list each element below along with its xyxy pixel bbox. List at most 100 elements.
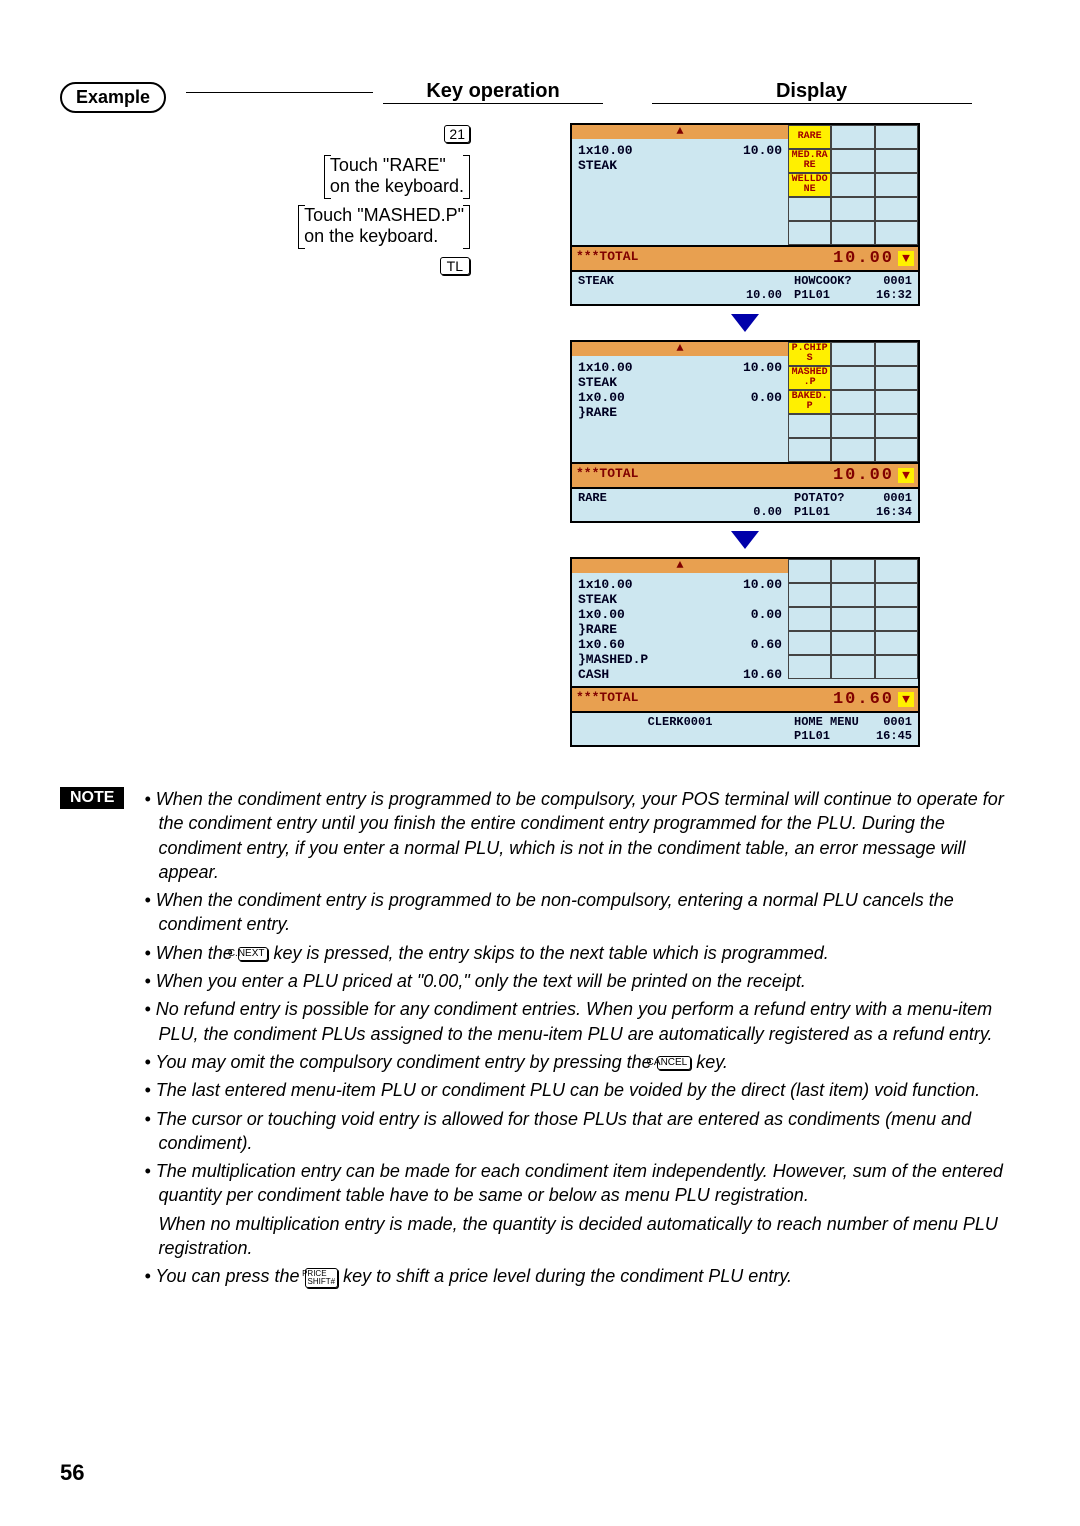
receipt-line: 1x10.0010.00 — [578, 577, 782, 592]
keyop-bracket-2: Touch "MASHED.P" on the keyboard. — [298, 205, 470, 247]
heading-keyop: Key operation — [383, 80, 603, 104]
receipt-line: STEAK — [578, 375, 782, 390]
keyop-l4: on the keyboard. — [304, 226, 438, 246]
pos-button[interactable]: MED.RARE — [788, 149, 831, 173]
pos-button[interactable] — [788, 438, 831, 462]
pos-button[interactable] — [831, 197, 874, 221]
pos-button[interactable] — [788, 583, 831, 607]
pos-button[interactable] — [788, 655, 831, 679]
pos-button[interactable] — [875, 390, 918, 414]
total-row: ***TOTAL10.00▼ — [572, 245, 918, 270]
note-8: • The cursor or touching void entry is a… — [144, 1107, 1020, 1156]
pos-button[interactable] — [831, 149, 874, 173]
note-badge: NOTE — [60, 787, 124, 809]
receipt-line: STEAK — [578, 158, 782, 173]
pos-button[interactable] — [831, 221, 874, 245]
note-2: • When the condiment entry is programmed… — [144, 888, 1020, 937]
keyop-bracket-1: Touch "RARE" on the keyboard. — [324, 155, 470, 197]
pos-button[interactable] — [831, 583, 874, 607]
pos-button[interactable] — [875, 197, 918, 221]
pos-button[interactable] — [875, 173, 918, 197]
key-price-shift: PRICESHIFT# — [305, 1268, 339, 1288]
keyop-column: 21 Touch "RARE" on the keyboard. Touch "… — [190, 123, 470, 747]
pos-button[interactable] — [831, 559, 874, 583]
pos-button[interactable] — [875, 631, 918, 655]
scroll-down-icon: ▼ — [898, 251, 914, 266]
pos-button[interactable] — [788, 221, 831, 245]
pos-button[interactable] — [831, 655, 874, 679]
receipt-line: }MASHED.P — [578, 652, 782, 667]
pos-button[interactable] — [788, 631, 831, 655]
pos-button[interactable] — [875, 221, 918, 245]
note-9: • The multiplication entry can be made f… — [144, 1159, 1020, 1208]
scroll-down-icon: ▼ — [898, 468, 914, 483]
key-cancel: CANCEL — [657, 1056, 692, 1070]
note-body: • When the condiment entry is programmed… — [144, 787, 1020, 1293]
note-9b: When no multiplication entry is made, th… — [144, 1212, 1020, 1261]
pos-button[interactable] — [875, 414, 918, 438]
note-7: • The last entered menu-item PLU or cond… — [144, 1078, 1020, 1102]
key-tl: TL — [440, 257, 470, 275]
display-column: ▲1x10.0010.00STEAKRAREMED.RAREWELLDONE**… — [470, 123, 1020, 747]
note-10: • You can press the PRICESHIFT# key to s… — [144, 1264, 1020, 1288]
note-1: • When the condiment entry is programmed… — [144, 787, 1020, 884]
receipt-line: 1x0.000.00 — [578, 390, 782, 405]
keyop-l1: Touch "RARE" — [330, 155, 446, 175]
scroll-up-icon: ▲ — [572, 342, 788, 356]
pos-button[interactable] — [875, 366, 918, 390]
pos-button[interactable] — [788, 607, 831, 631]
rule-line — [186, 92, 373, 93]
pos-button[interactable]: RARE — [788, 125, 831, 149]
receipt-line: 1x10.0010.00 — [578, 143, 782, 158]
pos-button[interactable]: WELLDONE — [788, 173, 831, 197]
example-badge: Example — [60, 82, 166, 113]
keyop-l3: Touch "MASHED.P" — [304, 205, 464, 225]
pos-button[interactable] — [875, 125, 918, 149]
pos-display-3: ▲1x10.0010.00STEAK1x0.000.00}RARE1x0.600… — [570, 557, 920, 747]
pos-button[interactable]: MASHED.P — [788, 366, 831, 390]
pos-button[interactable] — [831, 366, 874, 390]
pos-display-2: ▲ 1x10.0010.00STEAK1x0.000.00}RARE P.CHIPS… — [570, 340, 920, 523]
pos-button[interactable] — [875, 655, 918, 679]
pos-button[interactable] — [788, 559, 831, 583]
pos-display-1: ▲ 1x10.0010.00STEAK RAREMED.RAREWELLDONE **… — [570, 123, 920, 306]
status-row: STEAK10.00HOWCOOK?0001P1L0116:32 — [572, 270, 918, 304]
scroll-up-icon: ▲ — [572, 559, 788, 573]
key-21: 21 — [444, 125, 470, 143]
pos-button[interactable] — [875, 559, 918, 583]
pos-button[interactable] — [831, 342, 874, 366]
pos-button[interactable] — [875, 149, 918, 173]
note-6: • You may omit the compulsory condiment … — [144, 1050, 1020, 1074]
pos-button[interactable] — [875, 583, 918, 607]
note-3: • When the C.NEXT key is pressed, the en… — [144, 941, 1020, 965]
arrow-down-2 — [731, 531, 759, 549]
key-cnext: C.NEXT — [238, 947, 269, 961]
pos-button[interactable] — [875, 607, 918, 631]
receipt-line: 1x10.0010.00 — [578, 360, 782, 375]
receipt-line: }RARE — [578, 405, 782, 420]
receipt-line: }RARE — [578, 622, 782, 637]
pos-button[interactable] — [788, 414, 831, 438]
note-4: • When you enter a PLU priced at "0.00,"… — [144, 969, 1020, 993]
pos-button[interactable] — [875, 342, 918, 366]
pos-button[interactable] — [831, 173, 874, 197]
total-row: ***TOTAL10.60▼ — [572, 686, 918, 711]
heading-display: Display — [652, 80, 972, 104]
pos-button[interactable] — [831, 438, 874, 462]
pos-button[interactable]: BAKED.P — [788, 390, 831, 414]
pos-button[interactable] — [788, 197, 831, 221]
receipt-line: CASH10.60 — [578, 667, 782, 682]
pos-button[interactable] — [875, 438, 918, 462]
status-row: RARE0.00POTATO?0001P1L0116:34 — [572, 487, 918, 521]
scroll-up-icon: ▲ — [572, 125, 788, 139]
pos-button[interactable] — [831, 607, 874, 631]
pos-button[interactable] — [831, 390, 874, 414]
note-5: • No refund entry is possible for any co… — [144, 997, 1020, 1046]
receipt-line: 1x0.600.60 — [578, 637, 782, 652]
receipt-line: 1x0.000.00 — [578, 607, 782, 622]
pos-button[interactable] — [831, 125, 874, 149]
pos-button[interactable]: P.CHIPS — [788, 342, 831, 366]
status-row: CLERK0001HOME MENU0001P1L0116:45 — [572, 711, 918, 745]
pos-button[interactable] — [831, 414, 874, 438]
pos-button[interactable] — [831, 631, 874, 655]
